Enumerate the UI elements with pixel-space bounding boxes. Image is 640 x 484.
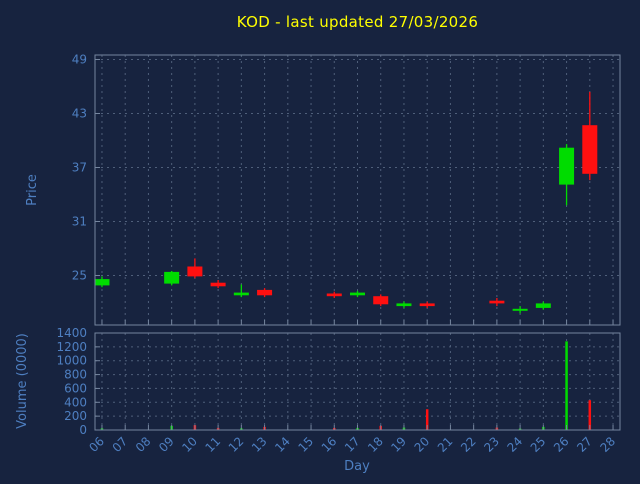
candle-body bbox=[187, 266, 203, 277]
volume-tick-label: 400 bbox=[64, 395, 87, 409]
candle-body bbox=[210, 282, 226, 287]
candle-body bbox=[350, 292, 365, 296]
day-tick-label: 19 bbox=[388, 434, 409, 455]
price-tick-label: 25 bbox=[72, 269, 87, 283]
day-tick-label: 22 bbox=[458, 434, 479, 455]
volume-tick-label: 1400 bbox=[56, 326, 87, 340]
day-tick-label: 15 bbox=[295, 434, 316, 455]
day-tick-label: 14 bbox=[272, 434, 293, 455]
day-tick-label: 10 bbox=[179, 434, 200, 455]
day-tick-label: 06 bbox=[86, 434, 107, 455]
candle-body bbox=[582, 125, 598, 174]
candle-body bbox=[396, 303, 412, 307]
price-tick-label: 37 bbox=[72, 161, 87, 175]
candle-body bbox=[326, 293, 342, 297]
volume-tick-label: 200 bbox=[64, 409, 87, 423]
candle-body bbox=[94, 279, 110, 286]
price-tick-label: 49 bbox=[72, 53, 87, 67]
volume-tick-label: 1200 bbox=[56, 340, 87, 354]
candle-body bbox=[535, 303, 551, 308]
candle-body bbox=[233, 292, 249, 296]
candle-body bbox=[373, 296, 389, 305]
day-tick-label: 28 bbox=[597, 434, 618, 455]
day-tick-label: 23 bbox=[481, 434, 502, 455]
day-tick-label: 21 bbox=[435, 434, 456, 455]
day-tick-label: 09 bbox=[156, 434, 177, 455]
price-tick-label: 43 bbox=[72, 107, 87, 121]
day-tick-label: 25 bbox=[528, 434, 549, 455]
chart-title: KOD - last updated 27/03/2026 bbox=[236, 13, 479, 31]
day-tick-label: 27 bbox=[574, 434, 595, 455]
day-tick-label: 26 bbox=[551, 434, 572, 455]
day-tick-label: 08 bbox=[133, 434, 154, 455]
volume-tick-label: 600 bbox=[64, 381, 87, 395]
candle-body bbox=[164, 271, 180, 284]
candle-body bbox=[559, 147, 575, 185]
series bbox=[94, 91, 598, 430]
day-tick-label: 18 bbox=[365, 434, 386, 455]
day-tick-label: 24 bbox=[505, 434, 526, 455]
price-tick-label: 31 bbox=[72, 215, 87, 229]
day-tick-label: 17 bbox=[342, 434, 363, 455]
price-axis-label: Price bbox=[25, 174, 40, 206]
day-tick-label: 16 bbox=[319, 434, 340, 455]
day-tick-label: 11 bbox=[203, 434, 224, 455]
volume-tick-label: 1000 bbox=[56, 354, 87, 368]
candle-body bbox=[419, 303, 435, 307]
day-tick-label: 12 bbox=[226, 434, 247, 455]
grid bbox=[95, 55, 620, 430]
day-tick-label: 07 bbox=[110, 434, 131, 455]
candle-body bbox=[489, 300, 505, 304]
candle-body bbox=[257, 289, 273, 296]
volume-axis-label: Volume (0000) bbox=[15, 333, 30, 429]
volume-tick-label: 800 bbox=[64, 368, 87, 382]
x-axis-label: Day bbox=[344, 459, 370, 474]
volume-tick-label: 0 bbox=[79, 423, 87, 437]
day-tick-label: 20 bbox=[412, 434, 433, 455]
candle-body bbox=[512, 308, 528, 311]
day-tick-label: 13 bbox=[249, 434, 270, 455]
